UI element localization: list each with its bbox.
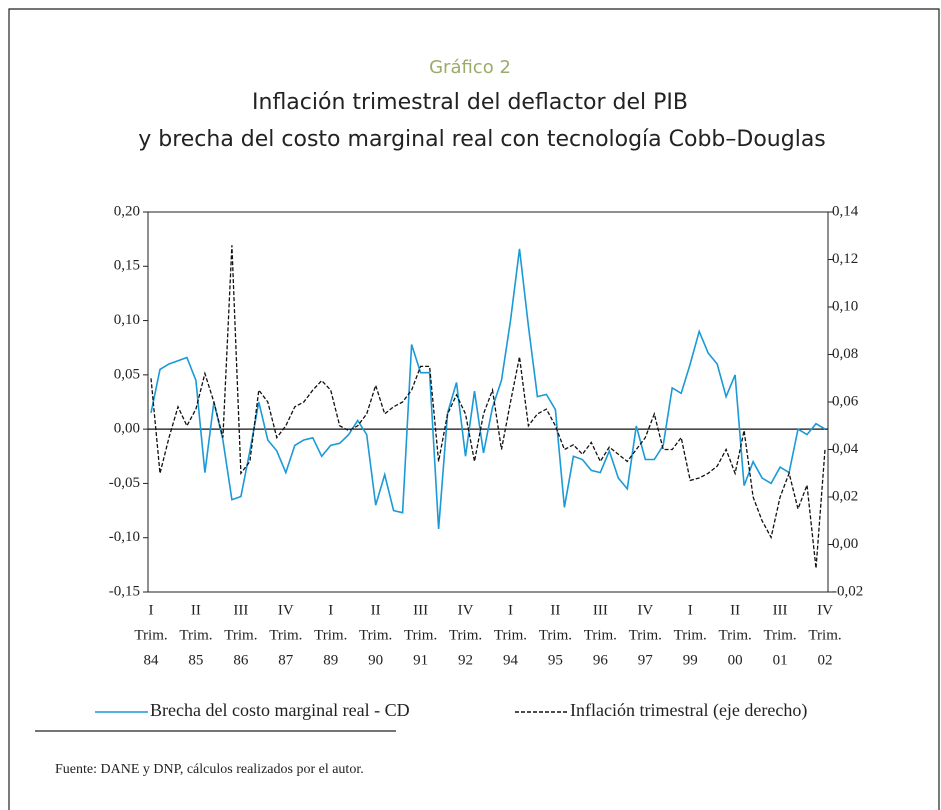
x-tick-label: 90 — [368, 652, 383, 668]
y2-tick-label: 0,06 — [832, 393, 859, 409]
y-tick-label: 0,05 — [114, 366, 140, 382]
y-tick-label: 0,00 — [114, 421, 140, 437]
x-tick-label: Trim. — [449, 627, 482, 643]
x-tick-label: Trim. — [539, 627, 572, 643]
x-tick-label: 91 — [413, 652, 428, 668]
x-tick-label: III — [233, 602, 248, 618]
x-tick-label: III — [413, 602, 428, 618]
x-tick-label: Trim. — [314, 627, 347, 643]
figure-label: Gráfico 2 — [429, 57, 511, 78]
y2-tick-label: 0,10 — [832, 298, 858, 314]
x-tick-label: Trim. — [719, 627, 752, 643]
y2-tick-label: 0,04 — [832, 441, 859, 457]
y2-tick-label: -0,02 — [832, 583, 863, 599]
x-tick-label: III — [593, 602, 608, 618]
x-tick-label: III — [773, 602, 788, 618]
x-tick-label: 92 — [458, 652, 473, 668]
x-tick-label: 94 — [503, 652, 519, 668]
y2-tick-label: 0,14 — [832, 203, 859, 219]
y2-tick-label: 0,02 — [832, 488, 858, 504]
y-tick-label: 0,15 — [114, 258, 140, 274]
chart-title: y brecha del costo marginal real con tec… — [138, 127, 826, 152]
y2-tick-label: 0,12 — [832, 251, 858, 267]
legend-label: Brecha del costo marginal real - CD — [150, 700, 410, 720]
x-tick-label: 86 — [233, 652, 249, 668]
y-tick-label: -0,05 — [109, 475, 140, 491]
x-tick-label: IV — [458, 602, 474, 618]
y-tick-label: 0,10 — [114, 312, 140, 328]
y-tick-label: -0,10 — [109, 529, 140, 545]
x-tick-label: Trim. — [134, 627, 167, 643]
x-tick-label: 02 — [818, 652, 833, 668]
plot-area — [147, 211, 829, 593]
x-tick-label: Trim. — [808, 627, 841, 643]
x-tick-label: 87 — [278, 652, 294, 668]
x-tick-label: I — [328, 602, 333, 618]
x-tick-label: II — [550, 602, 560, 618]
x-tick-label: IV — [817, 602, 833, 618]
x-tick-label: 89 — [323, 652, 338, 668]
x-tick-label: 00 — [728, 652, 743, 668]
x-tick-label: Trim. — [584, 627, 617, 643]
y-tick-label: 0,20 — [114, 203, 140, 219]
x-tick-label: 99 — [683, 652, 698, 668]
x-tick-label: Trim. — [269, 627, 302, 643]
x-tick-label: Trim. — [494, 627, 527, 643]
x-tick-label: I — [149, 602, 154, 618]
x-tick-label: 97 — [638, 652, 654, 668]
x-tick-label: 95 — [548, 652, 563, 668]
x-tick-label: IV — [278, 602, 294, 618]
x-tick-label: Trim. — [224, 627, 257, 643]
x-tick-label: Trim. — [674, 627, 707, 643]
x-tick-label: II — [191, 602, 201, 618]
x-tick-label: Trim. — [629, 627, 662, 643]
x-tick-label: 01 — [773, 652, 788, 668]
legend-label: Inflación trimestral (eje derecho) — [570, 700, 807, 721]
x-tick-label: I — [688, 602, 693, 618]
y-tick-label: -0,15 — [109, 583, 140, 599]
x-tick-label: I — [508, 602, 513, 618]
x-tick-label: II — [730, 602, 740, 618]
x-tick-label: Trim. — [359, 627, 392, 643]
x-tick-label: IV — [637, 602, 653, 618]
series-line — [150, 248, 826, 530]
x-tick-label: Trim. — [763, 627, 796, 643]
x-tick-label: Trim. — [404, 627, 437, 643]
x-tick-label: 96 — [593, 652, 609, 668]
x-tick-label: 85 — [188, 652, 203, 668]
series-line — [150, 245, 826, 569]
y2-tick-label: 0,00 — [832, 536, 858, 552]
chart-title: Inflación trimestral del deflactor del P… — [252, 90, 688, 115]
source: Fuente: DANE y DNP, cálculos realizados … — [55, 762, 364, 777]
x-tick-label: II — [371, 602, 381, 618]
frame — [8, 8, 940, 810]
x-tick-label: Trim. — [179, 627, 212, 643]
y2-tick-label: 0,08 — [832, 346, 858, 362]
x-tick-label: 84 — [144, 652, 160, 668]
